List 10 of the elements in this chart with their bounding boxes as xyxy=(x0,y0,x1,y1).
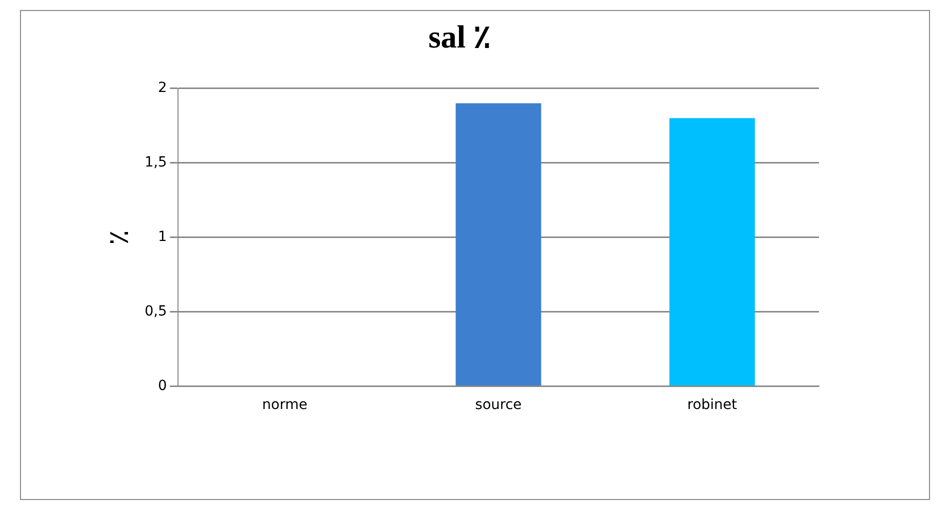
x-tick-label: robinet xyxy=(687,397,738,414)
y-tick-label: 2 xyxy=(158,80,167,96)
x-tick-label: norme xyxy=(262,397,308,414)
y-tick-label: 0,5 xyxy=(144,303,167,320)
y-axis-title: ٪ xyxy=(104,230,136,245)
x-tick-label: source xyxy=(475,397,522,414)
y-tick-label: 1 xyxy=(158,228,167,245)
chart-title: sal ٪ xyxy=(428,18,491,54)
y-tick-label: 0 xyxy=(158,378,167,394)
y-tick-label: 1,5 xyxy=(144,154,167,170)
